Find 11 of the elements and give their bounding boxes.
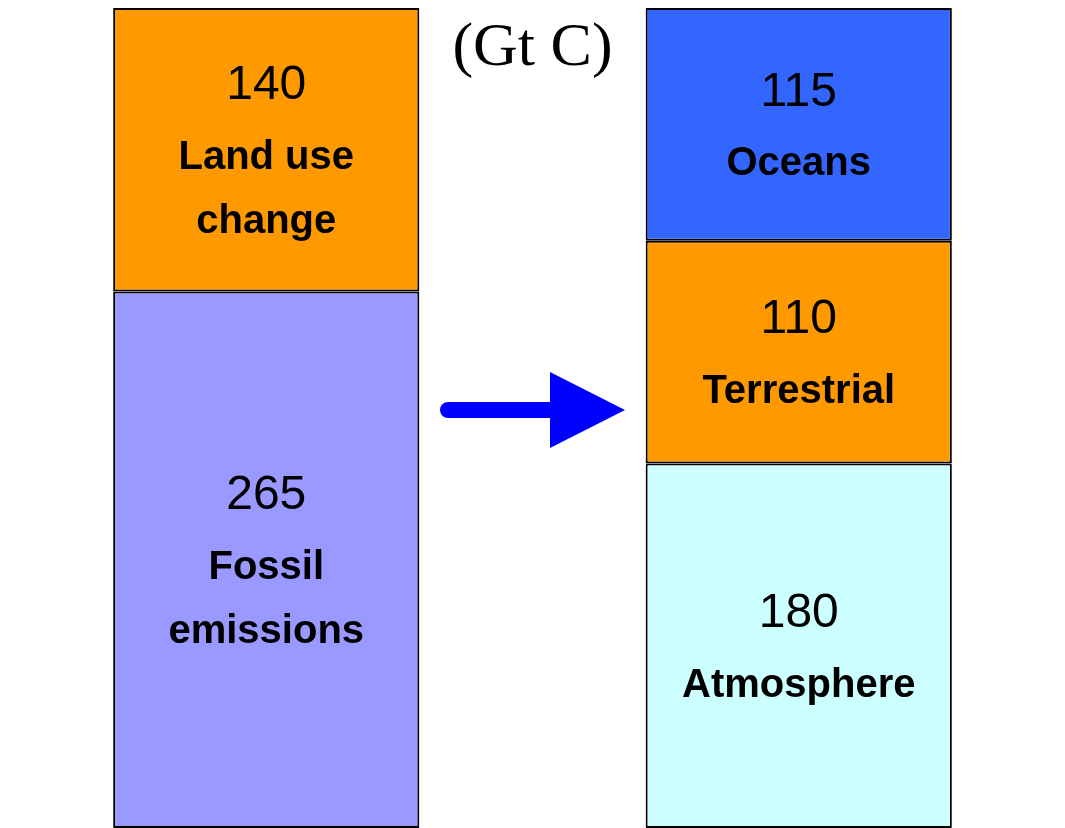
data-label: 265 (226, 465, 307, 519)
data-label: 140 (226, 55, 307, 109)
series-label: Fossil emissions (168, 542, 365, 651)
series-label: Oceans (726, 139, 872, 184)
data-label: 110 (760, 290, 838, 344)
series-label: Terrestrial (702, 367, 896, 412)
data-label: 115 (760, 62, 838, 116)
series-label: Atmosphere (682, 660, 916, 705)
series-label: Land use change (178, 132, 355, 241)
data-label: 180 (758, 584, 839, 638)
chart-title: (Gt C) (452, 10, 613, 78)
